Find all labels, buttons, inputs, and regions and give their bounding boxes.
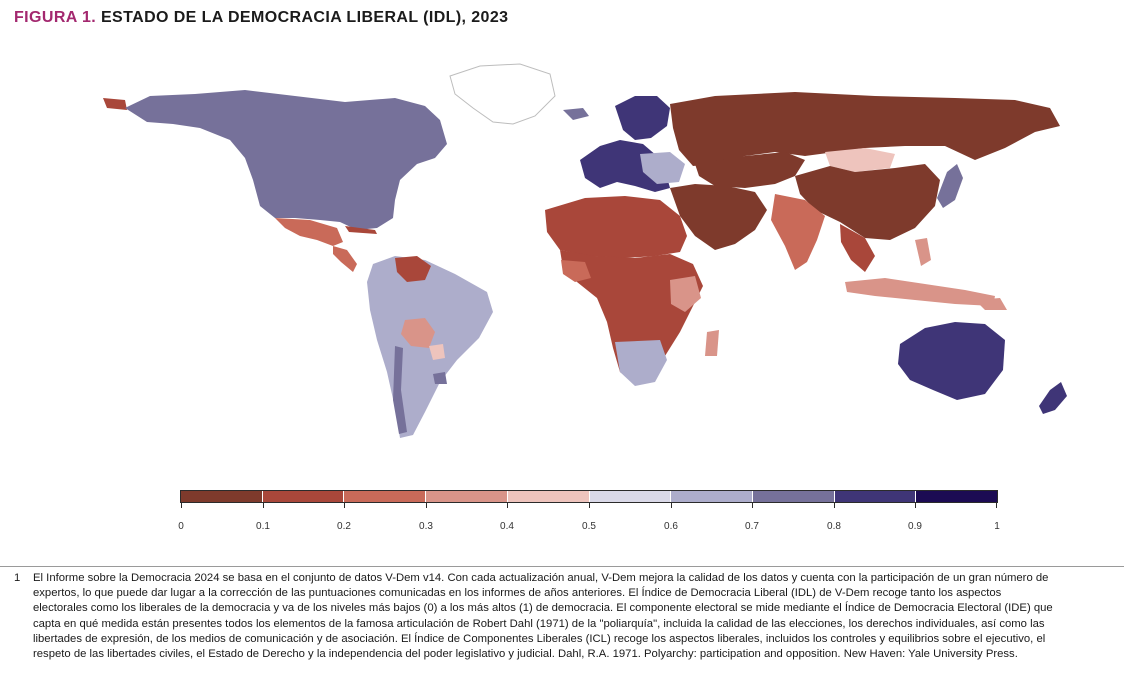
legend-tick-labels: 0 0.1 0.2 0.3 0.4 0.5 0.6 0.7 0.8 0.9 1 — [178, 521, 1000, 535]
map-region-greenland — [449, 63, 556, 125]
map-region-paraguay — [429, 344, 445, 360]
map-region-russia — [670, 92, 1060, 166]
legend-tick-label: 0.2 — [337, 521, 351, 532]
legend-bin-0 — [181, 491, 263, 502]
legend-bin-1 — [262, 491, 345, 502]
map-region-indonesia — [845, 278, 995, 306]
figure-title-text: ESTADO DE LA DEMOCRACIA LIBERAL (IDL), 2… — [100, 9, 509, 26]
map-region-china — [795, 164, 940, 240]
map-region-papua — [975, 298, 1007, 310]
legend-color-scale — [180, 490, 998, 503]
map-region-north-africa — [545, 196, 687, 258]
legend-tick-mark — [507, 502, 508, 508]
map-region-southern-africa — [615, 340, 667, 386]
map-region-subsaharan-africa — [560, 250, 703, 382]
legend-tick-mark — [915, 502, 916, 508]
legend-bin-4 — [507, 491, 590, 502]
footnote: 1 El Informe sobre la Democracia 2024 se… — [14, 571, 1054, 675]
legend-tick-mark — [181, 502, 182, 508]
footnote-text: El Informe sobre la Democracia 2024 se b… — [33, 572, 1053, 661]
legend-bin-9 — [916, 491, 998, 502]
legend-bin-5 — [589, 491, 672, 502]
legend-tick-mark — [263, 502, 264, 508]
map-region-bolivia — [401, 318, 435, 348]
legend-tick-mark — [996, 502, 997, 508]
map-region-scandinavia — [615, 96, 670, 140]
map-region-north-america — [125, 90, 447, 230]
legend-bin-8 — [834, 491, 917, 502]
map-region-europe — [580, 140, 670, 192]
map-region-middle-east — [670, 184, 767, 250]
legend-tick-mark — [671, 502, 672, 508]
legend-tick-mark — [589, 502, 590, 508]
legend-tick-label: 0.7 — [745, 521, 759, 532]
map-region-uruguay — [433, 372, 447, 384]
map-region-alaska-tip — [103, 98, 127, 110]
legend-tick-mark — [426, 502, 427, 508]
legend-tick-label: 0.1 — [256, 521, 270, 532]
legend-tick-label: 0.4 — [500, 521, 514, 532]
map-region-mongolia — [825, 148, 895, 172]
map-region-east-africa — [670, 276, 701, 312]
map-region-central-america — [333, 246, 357, 272]
map-region-philippines — [915, 238, 931, 266]
map-region-chile — [393, 346, 407, 434]
legend-bin-2 — [344, 491, 427, 502]
map-region-south-asia — [771, 194, 825, 270]
legend-tick-label: 1 — [994, 521, 1000, 532]
figure-title: FIGURA 1. ESTADO DE LA DEMOCRACIA LIBERA… — [14, 9, 508, 27]
map-region-new-zealand — [1039, 382, 1067, 414]
map-region-southeast-asia — [840, 224, 875, 272]
figure-label: FIGURA 1. — [14, 9, 97, 26]
legend-tick-label: 0.8 — [827, 521, 841, 532]
map-region-mexico — [275, 218, 343, 246]
map-region-australia — [898, 322, 1005, 400]
footnote-divider — [0, 566, 1124, 567]
map-region-eastern-europe — [640, 152, 685, 184]
map-region-west-africa — [561, 260, 591, 282]
legend-tick-label: 0.5 — [582, 521, 596, 532]
footnote-number: 1 — [14, 572, 21, 584]
legend-tick-label: 0.9 — [908, 521, 922, 532]
legend-tick-label: 0 — [178, 521, 184, 532]
legend-tick-label: 0.6 — [664, 521, 678, 532]
legend-tick-mark — [344, 502, 345, 508]
legend-bin-3 — [426, 491, 508, 502]
legend-tick-marks — [181, 502, 997, 510]
map-region-iceland — [563, 108, 589, 120]
map-region-venezuela — [395, 256, 431, 282]
map-region-japan — [937, 164, 963, 208]
legend-tick-label: 0.3 — [419, 521, 433, 532]
legend-tick-mark — [752, 502, 753, 508]
map-region-cuba — [345, 226, 377, 234]
map-region-madagascar — [705, 330, 719, 356]
legend-bin-6 — [671, 491, 753, 502]
legend-tick-mark — [834, 502, 835, 508]
world-map — [103, 63, 1067, 438]
map-region-central-asia — [695, 152, 805, 188]
legend-bin-7 — [752, 491, 835, 502]
